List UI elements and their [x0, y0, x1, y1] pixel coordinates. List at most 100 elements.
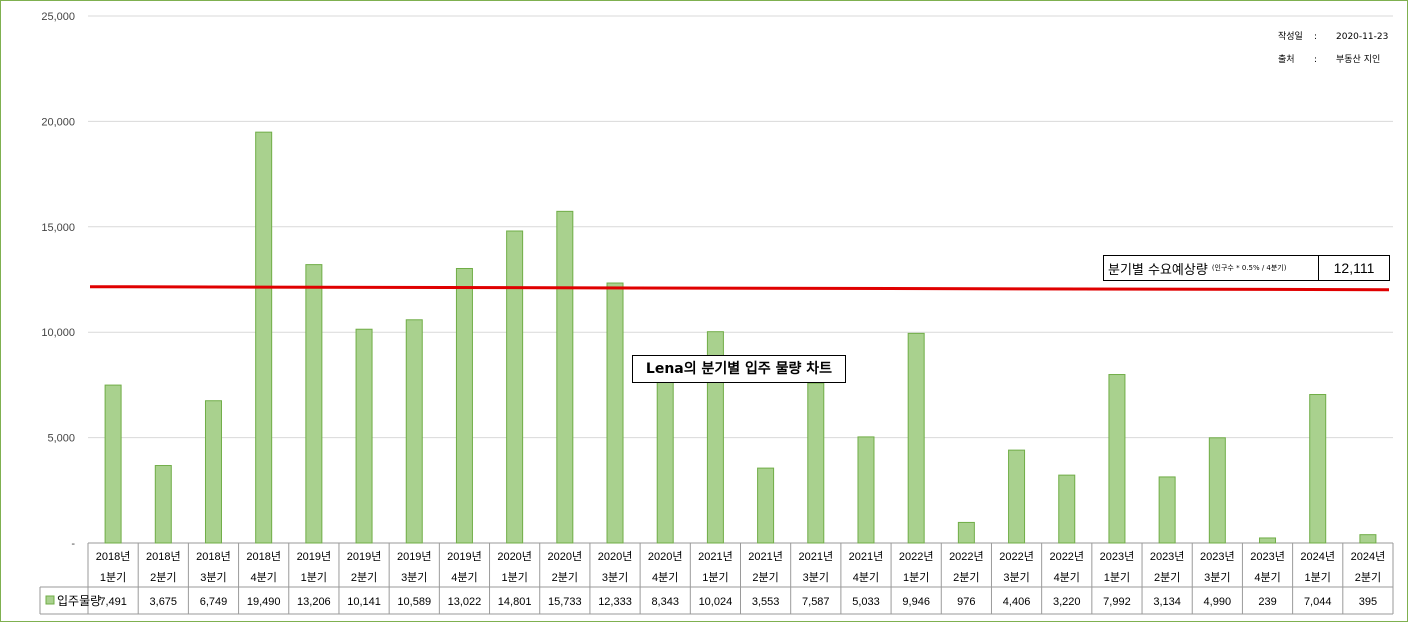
bar	[355, 328, 373, 544]
data-label: 4,990	[1204, 596, 1232, 608]
bar	[907, 332, 925, 544]
x-tick-label-quarter: 4분기	[1254, 571, 1280, 584]
x-tick-label-quarter: 2분기	[1355, 571, 1381, 584]
x-tick-label-quarter: 4분기	[250, 571, 276, 584]
x-tick-label-year: 2023년	[1150, 550, 1185, 563]
legend-entry: 입주물량	[57, 594, 101, 608]
x-tick-label-quarter: 3분기	[200, 571, 226, 584]
x-tick-label-year: 2018년	[96, 550, 131, 563]
x-tick-label-quarter: 2분기	[351, 571, 377, 584]
x-tick-label-quarter: 1분기	[702, 571, 728, 584]
x-tick-label-year: 2019년	[347, 550, 382, 563]
y-tick-label: 5,000	[47, 433, 75, 445]
demand-forecast-value: 12,111	[1318, 256, 1389, 280]
data-label: 3,220	[1053, 596, 1081, 608]
x-tick-label-year: 2018년	[146, 550, 181, 563]
bar	[506, 230, 524, 544]
data-label: 239	[1258, 596, 1276, 608]
y-tick-label: 10,000	[41, 327, 75, 339]
y-tick-label: 20,000	[41, 116, 75, 128]
bar	[1309, 394, 1327, 544]
bar	[1058, 474, 1076, 544]
x-tick-label-quarter: 1분기	[1305, 571, 1331, 584]
data-label: 976	[957, 596, 975, 608]
x-tick-label-year: 2018년	[246, 550, 281, 563]
bar	[857, 436, 875, 544]
date-row: 작성일: 2020-11-23	[1278, 29, 1388, 52]
data-label: 19,490	[247, 596, 281, 608]
bar	[405, 319, 423, 544]
demand-reference-line	[89, 285, 1390, 292]
data-label: 395	[1359, 596, 1377, 608]
x-tick-label-quarter: 2분기	[1154, 571, 1180, 584]
bar	[305, 264, 323, 544]
x-tick-label-year: 2019년	[397, 550, 432, 563]
bar	[706, 331, 724, 544]
demand-forecast-note: (인구수 * 0.5% / 4분기)	[1211, 264, 1287, 272]
bar	[1008, 449, 1026, 544]
data-label: 13,206	[297, 596, 331, 608]
data-label: 7,044	[1304, 596, 1332, 608]
y-tick-label: -	[71, 538, 75, 550]
bar	[807, 382, 825, 544]
x-tick-label-quarter: 3분기	[1003, 571, 1029, 584]
bar	[204, 400, 222, 544]
bar	[1259, 537, 1277, 544]
data-label: 3,134	[1153, 596, 1181, 608]
data-label: 8,343	[651, 596, 679, 608]
x-tick-label-quarter: 1분기	[1104, 571, 1130, 584]
x-tick-label-quarter: 3분기	[401, 571, 427, 584]
demand-forecast-label: 분기별 수요예상량	[1108, 262, 1208, 278]
bar	[957, 521, 975, 544]
date-value: 2020-11-23	[1336, 32, 1389, 42]
x-tick-label-quarter: 2분기	[150, 571, 176, 584]
x-tick-label-quarter: 4분기	[853, 571, 879, 584]
x-tick-label-quarter: 2분기	[552, 571, 578, 584]
data-label: 4,406	[1003, 596, 1031, 608]
x-tick-label-year: 2024년	[1300, 550, 1335, 563]
date-separator: :	[1314, 32, 1318, 42]
date-label: 작성일	[1278, 32, 1303, 42]
x-tick-label-year: 2019년	[447, 550, 482, 563]
x-tick-label-year: 2021년	[698, 550, 733, 563]
x-tick-label-quarter: 2분기	[953, 571, 979, 584]
bar	[1158, 476, 1176, 544]
x-tick-label-year: 2023년	[1250, 550, 1285, 563]
data-label: 3,675	[150, 596, 178, 608]
data-label: 6,749	[200, 596, 228, 608]
bar	[104, 384, 122, 544]
bar	[556, 210, 574, 544]
x-tick-label-quarter: 1분기	[501, 571, 527, 584]
source-separator: :	[1314, 55, 1318, 65]
source-row: 출처: 부동산 지인	[1278, 52, 1388, 75]
x-tick-label-year: 2021년	[748, 550, 783, 563]
data-label: 15,733	[548, 596, 582, 608]
legend-swatch	[45, 595, 55, 605]
x-tick-label-quarter: 4분기	[451, 571, 477, 584]
x-tick-label-year: 2022년	[999, 550, 1034, 563]
x-tick-label-year: 2021년	[849, 550, 884, 563]
x-tick-label-quarter: 2분기	[752, 571, 778, 584]
x-tick-label-year: 2020년	[497, 550, 532, 563]
x-tick-label-year: 2020년	[598, 550, 633, 563]
bar	[757, 467, 775, 544]
x-tick-label-year: 2020년	[548, 550, 583, 563]
x-tick-label-quarter: 4분기	[1054, 571, 1080, 584]
bar	[656, 366, 674, 544]
data-label: 10,589	[397, 596, 431, 608]
x-tick-label-quarter: 1분기	[100, 571, 126, 584]
data-label: 3,553	[752, 596, 780, 608]
data-label: 9,946	[902, 596, 930, 608]
x-tick-label-year: 2022년	[1049, 550, 1084, 563]
x-tick-label-quarter: 1분기	[903, 571, 929, 584]
chart-title: Lena의 분기별 입주 물량 차트	[632, 355, 846, 383]
data-label: 7,587	[802, 596, 830, 608]
data-label: 13,022	[448, 596, 482, 608]
x-tick-label-quarter: 1분기	[301, 571, 327, 584]
data-label: 10,141	[347, 596, 381, 608]
x-tick-label-year: 2019년	[297, 550, 332, 563]
x-tick-label-year: 2018년	[196, 550, 231, 563]
bar	[154, 465, 172, 544]
x-tick-label-quarter: 3분기	[803, 571, 829, 584]
